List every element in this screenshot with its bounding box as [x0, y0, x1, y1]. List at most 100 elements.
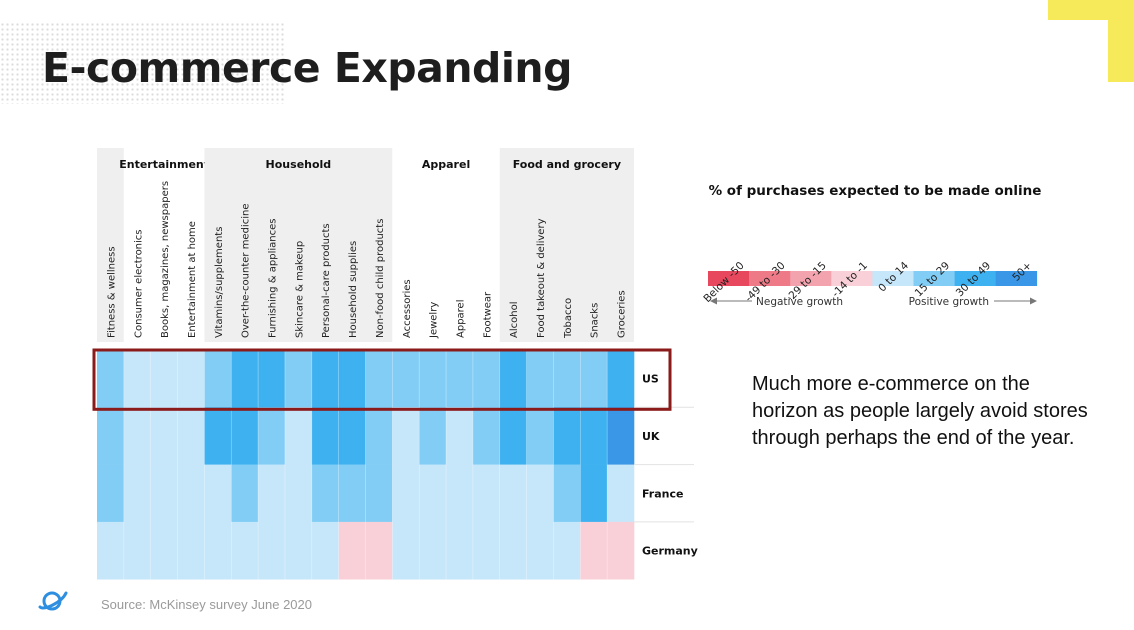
column-label: Skincare & makeup — [294, 241, 305, 338]
heatmap-cell — [150, 350, 178, 408]
heatmap-cell — [499, 350, 527, 408]
heatmap-cell — [607, 350, 635, 408]
column-label: Apparel — [455, 300, 466, 339]
row-label: UK — [642, 430, 660, 443]
heatmap-cell — [526, 407, 554, 465]
source-note: Source: McKinsey survey June 2020 — [101, 597, 312, 612]
heatmap-cell — [123, 407, 151, 465]
positive-arrow-head — [1030, 297, 1037, 305]
group-label: Entertainment — [119, 158, 209, 171]
group-band — [204, 148, 393, 342]
heatmap-cell — [338, 350, 366, 408]
heatmap-cell — [446, 521, 474, 580]
legend-swatch — [831, 271, 873, 286]
heatmap-cell — [177, 407, 205, 465]
legend-title: % of purchases expected to be made onlin… — [708, 183, 1042, 199]
heatmap-cell — [419, 407, 447, 465]
heatmap-cell — [338, 521, 366, 580]
heatmap-cell — [311, 350, 339, 408]
heatmap-cell — [150, 407, 178, 465]
heatmap-cell — [419, 350, 447, 408]
dot-pattern — [0, 22, 285, 104]
heatmap-cell — [365, 407, 393, 465]
column-label: Snacks — [590, 303, 601, 338]
heatmap-cell — [284, 464, 313, 523]
heatmap-cell — [392, 350, 420, 408]
heatmap-cell — [231, 464, 259, 523]
heatmap-cell — [311, 521, 339, 580]
heatmap-cell — [123, 521, 151, 580]
positive-growth-label: Positive growth — [909, 296, 989, 308]
heatmap-cell — [580, 521, 608, 580]
heatmap-cell — [607, 521, 635, 580]
heatmap-cell — [177, 464, 205, 523]
heatmap-cell — [150, 464, 178, 523]
heatmap-cell — [607, 464, 635, 523]
heatmap-cell — [580, 350, 608, 408]
heatmap-cell — [97, 521, 125, 580]
page-title: E-commerce Expanding — [42, 44, 572, 92]
heatmap-cell — [97, 350, 125, 408]
heatmap-cell — [204, 350, 232, 408]
legend-swatch — [708, 271, 750, 286]
heatmap-cell — [284, 521, 313, 580]
heatmap-cell — [150, 521, 178, 580]
heatmap-cell — [284, 350, 313, 408]
heatmap-cell — [580, 464, 608, 523]
heatmap-cell — [472, 350, 501, 408]
column-label: Groceries — [617, 290, 628, 338]
legend-swatch — [790, 271, 832, 286]
heatmap-cell — [553, 521, 581, 580]
heatmap-cell — [231, 521, 259, 580]
heatmap-cell — [553, 464, 581, 523]
heatmap-cell — [419, 464, 447, 523]
row-label: Germany — [642, 545, 698, 558]
column-label: Personal-care products — [321, 223, 332, 338]
group-band — [392, 148, 500, 342]
group-band — [499, 148, 634, 342]
heatmap-cell — [499, 464, 527, 523]
heatmap-cell — [472, 521, 501, 580]
heatmap-cell — [526, 521, 554, 580]
heatmap-cell — [177, 521, 205, 580]
heatmap-cell — [311, 464, 339, 523]
column-label: Household supplies — [348, 241, 359, 338]
heatmap-chart: Entertainment Household Apparel Food and gr… — [92, 148, 698, 580]
group-band — [123, 148, 205, 342]
legend-swatch — [954, 271, 996, 286]
heatmap-cell — [204, 521, 232, 580]
column-label: Fitness & wellness — [106, 246, 117, 338]
heatmap-cell — [284, 407, 313, 465]
heatmap-cell — [553, 350, 581, 408]
legend-swatch — [872, 271, 914, 286]
column-label: Vitamins/supplements — [214, 227, 225, 338]
heatmap-cell — [231, 407, 259, 465]
column-label: Over-the-counter medicine — [241, 204, 252, 338]
heatmap-cell — [204, 464, 232, 523]
heatmap-cell — [258, 464, 286, 523]
column-label: Non-food child products — [375, 219, 386, 338]
group-label: Food and grocery — [513, 158, 621, 171]
group-band — [97, 148, 124, 342]
legend-swatch — [913, 271, 955, 286]
heatmap-cell — [526, 464, 554, 523]
column-label: Entertainment at home — [187, 221, 198, 338]
column-label: Consumer electronics — [133, 229, 144, 338]
heatmap-cell — [499, 521, 527, 580]
heatmap-cell — [204, 407, 232, 465]
legend-swatch — [995, 271, 1038, 286]
heatmap-cell — [446, 464, 474, 523]
callout-text: Much more e-commerce on the horizon as p… — [752, 373, 1088, 449]
column-label: Tobacco — [563, 298, 574, 339]
heatmap-cell — [392, 521, 420, 580]
negative-growth-label: Negative growth — [756, 296, 843, 308]
heatmap-cell — [258, 407, 286, 465]
highlight-box — [92, 348, 672, 411]
legend-swatch — [749, 271, 791, 286]
heatmap-cell — [580, 407, 608, 465]
column-label: Books, magazines, newspapers — [160, 181, 171, 338]
heatmap-cell — [97, 464, 125, 523]
heatmap-cell — [392, 464, 420, 523]
heatmap-cell — [472, 407, 501, 465]
column-label: Food takeout & delivery — [536, 218, 547, 338]
